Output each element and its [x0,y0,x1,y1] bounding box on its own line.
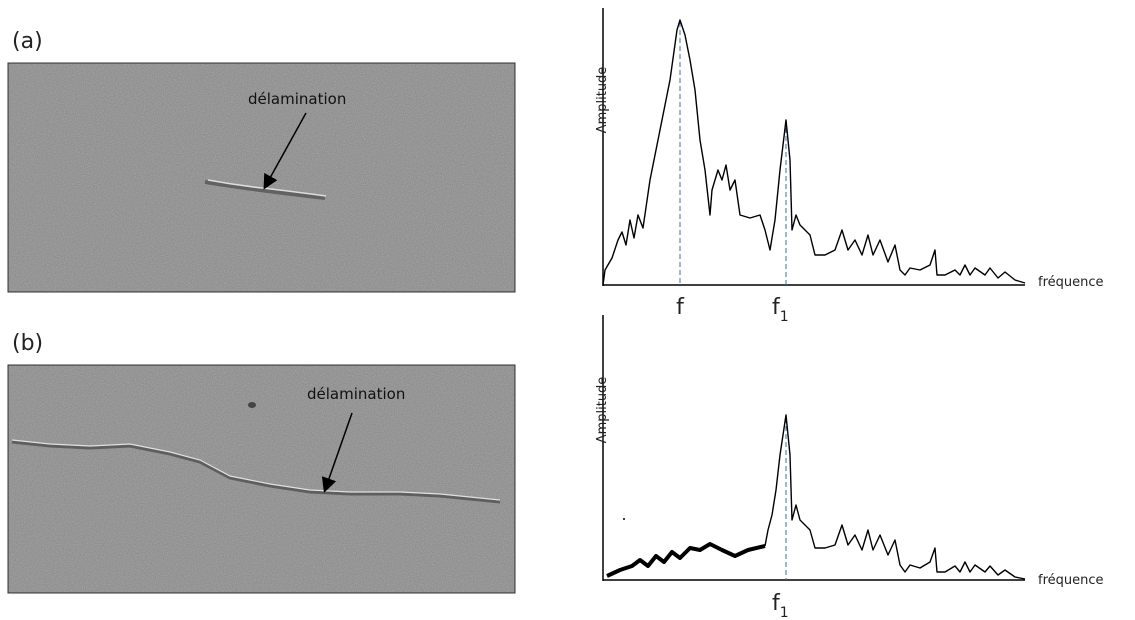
arrow [263,112,307,190]
panel-label: (b) [12,331,43,356]
defect [248,402,256,408]
peak-label-subscript: 1 [780,309,789,325]
crack-edge [207,179,327,197]
peak-label: f1 [772,295,789,325]
peak-label-base: f [772,591,781,616]
peak-label-base: f [772,295,781,320]
crack-edge [11,439,501,501]
peak-label-subscript: 1 [780,605,789,620]
x-axis-label: fréquence [1038,275,1104,290]
spectrum-noise [606,542,766,578]
annotation: délamination [307,385,405,403]
spectrum-curve [764,414,1026,580]
crack [11,440,501,504]
panel-label: (a) [12,29,43,54]
crack [204,180,326,200]
y-axis-label: Amplitude [595,377,610,444]
annotation: délamination [248,90,346,108]
photo-texture [9,64,514,291]
x-axis-label: fréquence [1038,573,1104,588]
spectrum-curve [602,19,1026,286]
peak-label: f [676,295,685,320]
peak-label: f1 [772,591,789,620]
arrow [321,412,353,493]
y-axis-label: Amplitude [595,67,610,134]
photo-texture [9,366,514,592]
dot [623,518,625,520]
